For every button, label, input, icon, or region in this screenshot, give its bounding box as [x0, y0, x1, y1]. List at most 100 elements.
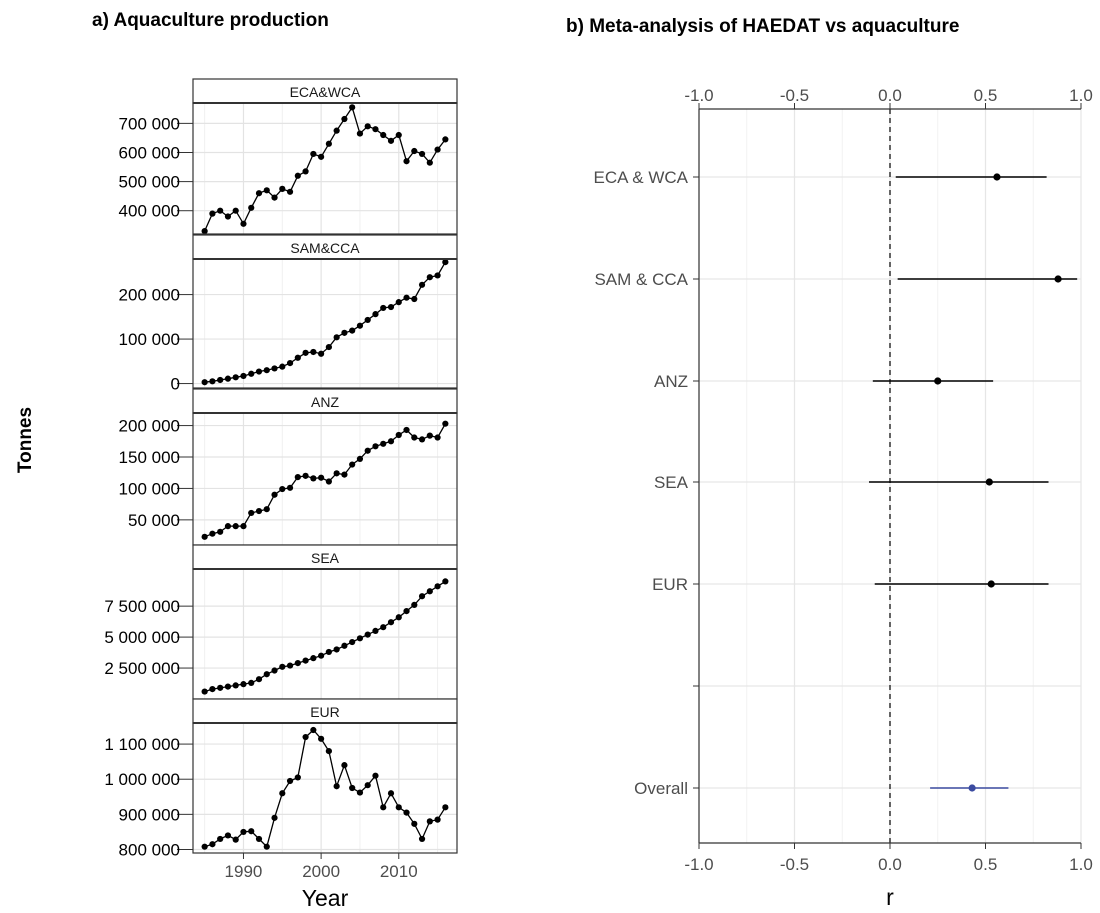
- data-point: [434, 583, 441, 590]
- y-tick-label: 600 000: [119, 143, 180, 162]
- data-point: [333, 127, 340, 134]
- data-point: [263, 671, 270, 678]
- data-point: [349, 327, 356, 334]
- facet-sam-cca: 0 100 000 200 000 SAM&CCA: [119, 234, 458, 394]
- data-point: [318, 652, 325, 659]
- data-point: [325, 748, 332, 755]
- facet-anz: 50 000 100 000 150 000 200 000 ANZ: [119, 388, 458, 546]
- data-point: [217, 376, 224, 384]
- data-point: [248, 828, 255, 835]
- data-point: [372, 443, 379, 450]
- effect-estimate: [968, 784, 976, 792]
- data-point: [318, 350, 325, 357]
- data-point: [263, 506, 270, 513]
- data-point: [442, 804, 449, 811]
- data-point: [434, 272, 441, 279]
- y-tick-label: 800 000: [119, 840, 180, 859]
- data-point: [263, 843, 270, 850]
- data-point: [310, 655, 317, 662]
- x-tick-label-bottom: 0.5: [974, 855, 998, 874]
- data-point: [302, 168, 309, 175]
- x-tick-label-bottom: -0.5: [780, 855, 809, 874]
- data-point: [395, 804, 402, 811]
- data-point: [380, 804, 387, 811]
- x-tick-label-bottom: -1.0: [684, 855, 713, 874]
- data-point: [248, 204, 255, 211]
- data-point: [403, 809, 410, 816]
- facet-strip-label: SAM&CCA: [290, 240, 360, 256]
- data-point: [201, 379, 208, 386]
- data-point: [442, 136, 449, 143]
- data-point: [333, 646, 340, 653]
- data-point: [294, 354, 301, 361]
- row-label: SEA: [654, 473, 689, 492]
- data-point: [403, 294, 410, 301]
- data-point: [255, 190, 263, 197]
- data-point: [356, 789, 364, 796]
- data-point: [310, 150, 317, 158]
- data-point: [217, 207, 224, 214]
- data-point: [271, 194, 278, 201]
- effect-estimate: [987, 580, 995, 588]
- row-label: Overall: [634, 779, 688, 798]
- data-point: [310, 348, 317, 356]
- data-point: [411, 820, 418, 827]
- y-tick-label: 5 000 000: [104, 628, 180, 647]
- data-point: [209, 378, 216, 385]
- x-tick-label-bottom: 1.0: [1069, 855, 1093, 874]
- data-point: [232, 682, 239, 689]
- data-point: [255, 835, 263, 843]
- data-point: [248, 509, 255, 517]
- facet-plot-background: [193, 569, 457, 699]
- row-label: EUR: [652, 575, 688, 594]
- data-point: [387, 790, 395, 797]
- data-point: [341, 115, 348, 123]
- data-point: [263, 187, 270, 194]
- y-tick-label: 100 000: [119, 330, 180, 349]
- data-point: [224, 213, 232, 220]
- facet-plot-background: [193, 103, 457, 234]
- data-point: [349, 461, 356, 468]
- y-tick-label: 2 500 000: [104, 659, 180, 678]
- facet-strip-label: EUR: [310, 704, 340, 720]
- row-label: ECA & WCA: [594, 168, 689, 187]
- data-point: [201, 227, 208, 235]
- facet-eur: 800 000 900 000 1 000 000 1 100 000 EUR: [104, 698, 458, 859]
- data-point: [318, 474, 325, 481]
- data-point: [403, 607, 410, 615]
- y-tick-label: 700 000: [119, 114, 180, 133]
- data-point: [442, 420, 449, 427]
- x-axis-title: Year: [302, 885, 349, 911]
- effect-estimate: [1054, 275, 1062, 283]
- data-point: [201, 533, 208, 540]
- data-point: [356, 130, 364, 137]
- data-point: [279, 185, 286, 192]
- data-point: [403, 426, 410, 434]
- data-point: [310, 475, 317, 482]
- y-tick-label: 7 500 000: [104, 597, 180, 616]
- data-point: [294, 659, 301, 667]
- data-point: [271, 814, 278, 821]
- data-point: [263, 367, 270, 374]
- data-point: [286, 484, 294, 491]
- data-point: [418, 835, 426, 843]
- data-point: [302, 733, 309, 741]
- effect-estimate: [993, 173, 1001, 181]
- data-point: [372, 311, 379, 318]
- data-point: [279, 485, 286, 493]
- data-point: [271, 667, 278, 674]
- data-point: [434, 816, 441, 823]
- data-point: [201, 843, 208, 850]
- data-point: [356, 455, 364, 462]
- y-tick-label: 150 000: [119, 448, 180, 467]
- data-point: [217, 528, 224, 535]
- data-point: [271, 365, 278, 372]
- facet-strip-label: ECA&WCA: [290, 84, 361, 100]
- facet-plot-background: [193, 259, 457, 388]
- data-point: [209, 210, 216, 217]
- x-tick-label: 1990: [225, 862, 263, 881]
- data-point: [356, 322, 364, 329]
- data-point: [232, 374, 239, 381]
- data-point: [294, 474, 301, 481]
